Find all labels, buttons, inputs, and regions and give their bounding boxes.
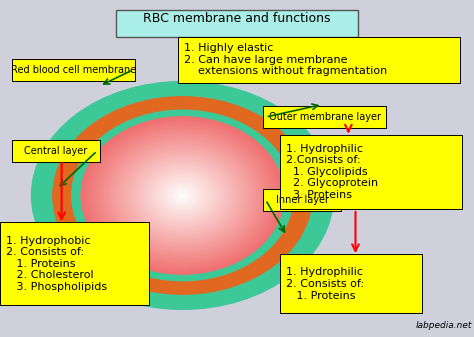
Ellipse shape [141,163,224,228]
FancyBboxPatch shape [280,135,462,209]
Ellipse shape [91,124,274,267]
Ellipse shape [104,134,261,256]
FancyBboxPatch shape [280,254,422,313]
Ellipse shape [107,136,258,254]
Text: RBC membrane and functions: RBC membrane and functions [143,12,331,25]
Ellipse shape [156,175,209,216]
Ellipse shape [83,118,282,273]
Text: 1. Hydrophilic
2. Consists of:
   1. Proteins: 1. Hydrophilic 2. Consists of: 1. Protei… [286,267,364,301]
FancyBboxPatch shape [263,189,341,211]
Ellipse shape [99,130,266,261]
Ellipse shape [174,189,191,202]
FancyBboxPatch shape [12,140,100,162]
Text: 1. Highly elastic
2. Can have large membrane
    extensions without fragmentatio: 1. Highly elastic 2. Can have large memb… [184,43,387,76]
Ellipse shape [109,139,255,252]
Ellipse shape [138,161,227,230]
Text: Inner layer: Inner layer [276,195,328,205]
Ellipse shape [120,147,245,244]
Ellipse shape [112,141,253,250]
Ellipse shape [172,187,193,204]
Text: 1. Hydrophilic
2.Consists of:
  1. Glycolipids
  2. Glycoprotein
  3. Proteins: 1. Hydrophilic 2.Consists of: 1. Glycoli… [286,144,378,200]
Ellipse shape [96,128,269,263]
Ellipse shape [177,191,188,200]
Ellipse shape [125,151,240,240]
Ellipse shape [148,169,217,222]
Ellipse shape [81,116,284,275]
FancyBboxPatch shape [0,222,149,305]
FancyBboxPatch shape [116,10,358,37]
Ellipse shape [180,193,185,197]
Ellipse shape [136,159,229,232]
Text: Red blood cell membrane: Red blood cell membrane [11,65,136,75]
Ellipse shape [164,181,201,210]
Ellipse shape [130,155,235,236]
Ellipse shape [31,81,334,310]
Ellipse shape [159,177,206,214]
Ellipse shape [122,149,243,242]
FancyBboxPatch shape [263,106,386,128]
Ellipse shape [167,183,198,208]
Ellipse shape [151,171,214,220]
Ellipse shape [86,120,279,271]
FancyBboxPatch shape [12,59,135,81]
Ellipse shape [154,173,211,218]
Text: Central layer: Central layer [24,146,87,156]
Ellipse shape [81,116,284,275]
Text: Outer membrane layer: Outer membrane layer [269,112,381,122]
FancyBboxPatch shape [178,37,460,83]
Text: 1. Hydrophobic
2. Consists of:
   1. Proteins
   2. Cholesterol
   3. Phospholip: 1. Hydrophobic 2. Consists of: 1. Protei… [6,236,107,292]
Ellipse shape [52,96,313,295]
Ellipse shape [143,165,222,226]
Ellipse shape [115,143,250,248]
Ellipse shape [71,110,294,281]
Ellipse shape [101,132,264,258]
Ellipse shape [146,167,219,224]
Ellipse shape [128,153,237,238]
Ellipse shape [89,122,276,269]
Text: labpedia.net: labpedia.net [415,321,472,330]
Ellipse shape [133,157,232,234]
Ellipse shape [94,126,271,265]
Ellipse shape [169,185,196,206]
Ellipse shape [117,145,248,246]
Ellipse shape [162,179,203,212]
